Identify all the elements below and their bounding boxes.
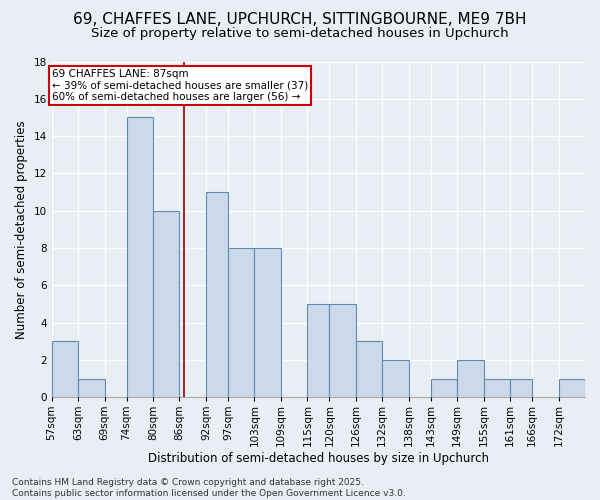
Bar [510,378,532,398]
Bar [484,378,510,398]
Bar [78,378,104,398]
Bar [127,118,153,398]
Bar [228,248,254,398]
Text: 69, CHAFFES LANE, UPCHURCH, SITTINGBOURNE, ME9 7BH: 69, CHAFFES LANE, UPCHURCH, SITTINGBOURN… [73,12,527,28]
Bar [329,304,356,398]
Bar [356,342,382,398]
Y-axis label: Number of semi-detached properties: Number of semi-detached properties [15,120,28,339]
Bar [457,360,484,398]
Text: 69 CHAFFES LANE: 87sqm
← 39% of semi-detached houses are smaller (37)
60% of sem: 69 CHAFFES LANE: 87sqm ← 39% of semi-det… [52,69,308,102]
Text: Contains HM Land Registry data © Crown copyright and database right 2025.
Contai: Contains HM Land Registry data © Crown c… [12,478,406,498]
Bar [431,378,457,398]
Bar [307,304,329,398]
Text: Size of property relative to semi-detached houses in Upchurch: Size of property relative to semi-detach… [91,28,509,40]
Bar [254,248,281,398]
Bar [382,360,409,398]
Bar [559,378,585,398]
Bar [52,342,78,398]
X-axis label: Distribution of semi-detached houses by size in Upchurch: Distribution of semi-detached houses by … [148,452,489,465]
Bar [206,192,228,398]
Bar [153,211,179,398]
